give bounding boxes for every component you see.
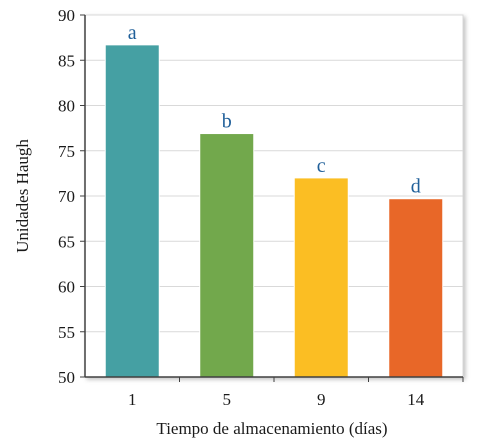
x-tick-labels: 1 5 9 14 xyxy=(128,377,464,409)
bar-letter-label: c xyxy=(317,155,326,177)
bar-letter-label: b xyxy=(222,111,232,133)
x-tick-label: 1 xyxy=(128,390,137,409)
x-tick-label: 5 xyxy=(223,390,232,409)
x-axis-title: Tiempo de almacenamiento (días) xyxy=(156,419,387,438)
y-tick-label: 85 xyxy=(58,51,75,70)
bar xyxy=(199,133,255,378)
y-tick-label: 90 xyxy=(58,6,75,25)
y-tick-label: 80 xyxy=(58,97,75,116)
bars xyxy=(104,44,444,378)
x-tick-label: 14 xyxy=(407,390,425,409)
bar xyxy=(388,198,444,378)
y-axis-title: Unidades Haugh xyxy=(13,139,32,253)
y-tick-labels: 50 55 60 65 70 75 80 85 90 xyxy=(58,6,85,387)
x-tick-label: 9 xyxy=(317,390,326,409)
y-tick-label: 50 xyxy=(58,368,75,387)
bar-letter-label: d xyxy=(411,176,421,198)
significance-letters: a b c d xyxy=(128,22,421,198)
bar-letter-label: a xyxy=(128,22,137,44)
bar xyxy=(104,44,160,378)
y-tick-label: 75 xyxy=(58,142,75,161)
bar xyxy=(293,177,349,378)
y-tick-label: 55 xyxy=(58,323,75,342)
y-tick-label: 60 xyxy=(58,278,75,297)
y-tick-label: 70 xyxy=(58,187,75,206)
y-tick-label: 65 xyxy=(58,232,75,251)
